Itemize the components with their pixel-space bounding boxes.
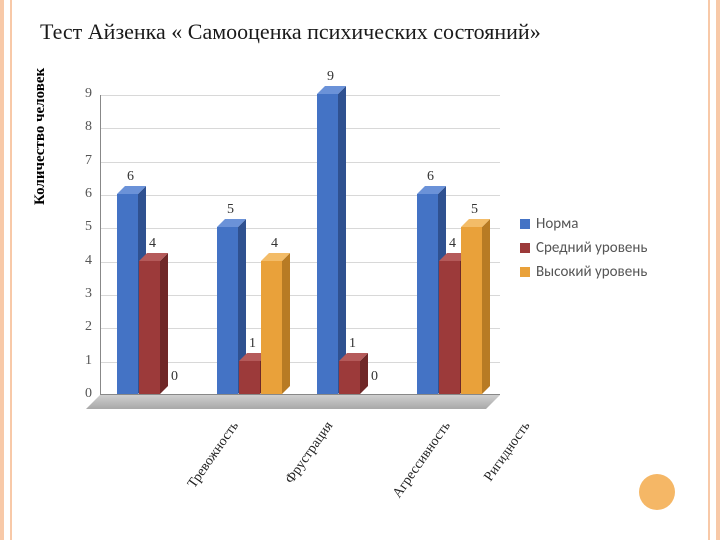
x-tick: Фрустрация bbox=[282, 419, 336, 487]
data-label: 9 bbox=[321, 69, 341, 85]
gridline bbox=[101, 162, 500, 163]
y-tick: 6 bbox=[72, 186, 92, 202]
legend: Норма Средний уровень Высокий уровень bbox=[520, 215, 647, 287]
legend-swatch-icon bbox=[520, 243, 530, 253]
bar-chart: Количество человек НормаСредний уровеньВ… bbox=[40, 85, 680, 515]
bar bbox=[317, 94, 338, 394]
chart-floor bbox=[86, 395, 500, 409]
x-tick: Ригидность bbox=[481, 419, 534, 485]
bar bbox=[339, 361, 360, 394]
x-tick: Агрессивность bbox=[390, 419, 454, 502]
y-axis-label: Количество человек bbox=[32, 68, 49, 205]
data-label: 4 bbox=[265, 236, 285, 252]
x-tick: Тревожность bbox=[185, 419, 243, 492]
gridline bbox=[101, 95, 500, 96]
data-label: 5 bbox=[221, 202, 241, 218]
data-label: 4 bbox=[443, 236, 463, 252]
data-label: 6 bbox=[421, 169, 441, 185]
data-label: 0 bbox=[165, 369, 185, 385]
data-label: 4 bbox=[143, 236, 163, 252]
bar bbox=[239, 361, 260, 394]
decorative-dot-icon bbox=[639, 474, 675, 510]
legend-swatch-icon bbox=[520, 267, 530, 277]
data-label: 1 bbox=[243, 336, 263, 352]
bar bbox=[439, 261, 460, 394]
bar bbox=[261, 261, 282, 394]
bar bbox=[117, 194, 138, 394]
y-tick: 2 bbox=[72, 319, 92, 335]
legend-item: Средний уровень bbox=[520, 239, 647, 257]
bar bbox=[417, 194, 438, 394]
legend-label: Средний уровень bbox=[536, 239, 647, 257]
data-label: 0 bbox=[365, 369, 385, 385]
y-tick: 4 bbox=[72, 253, 92, 269]
y-tick: 0 bbox=[72, 386, 92, 402]
y-tick: 9 bbox=[72, 86, 92, 102]
data-label: 6 bbox=[121, 169, 141, 185]
page-title: Тест Айзенка « Самооценка психических со… bbox=[40, 18, 541, 46]
y-tick: 3 bbox=[72, 286, 92, 302]
bar bbox=[217, 227, 238, 394]
gridline bbox=[101, 128, 500, 129]
legend-swatch-icon bbox=[520, 219, 530, 229]
data-label: 5 bbox=[465, 202, 485, 218]
legend-item: Высокий уровень bbox=[520, 263, 647, 281]
bar bbox=[461, 227, 482, 394]
y-tick: 5 bbox=[72, 219, 92, 235]
legend-label: Высокий уровень bbox=[536, 263, 647, 281]
data-label: 1 bbox=[343, 336, 363, 352]
y-tick: 7 bbox=[72, 153, 92, 169]
y-tick: 8 bbox=[72, 119, 92, 135]
bar bbox=[139, 261, 160, 394]
legend-item: Норма bbox=[520, 215, 647, 233]
legend-label: Норма bbox=[536, 215, 578, 233]
y-tick: 1 bbox=[72, 353, 92, 369]
